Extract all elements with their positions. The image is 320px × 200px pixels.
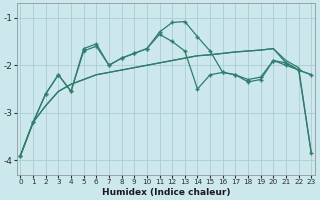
X-axis label: Humidex (Indice chaleur): Humidex (Indice chaleur) [101, 188, 230, 197]
